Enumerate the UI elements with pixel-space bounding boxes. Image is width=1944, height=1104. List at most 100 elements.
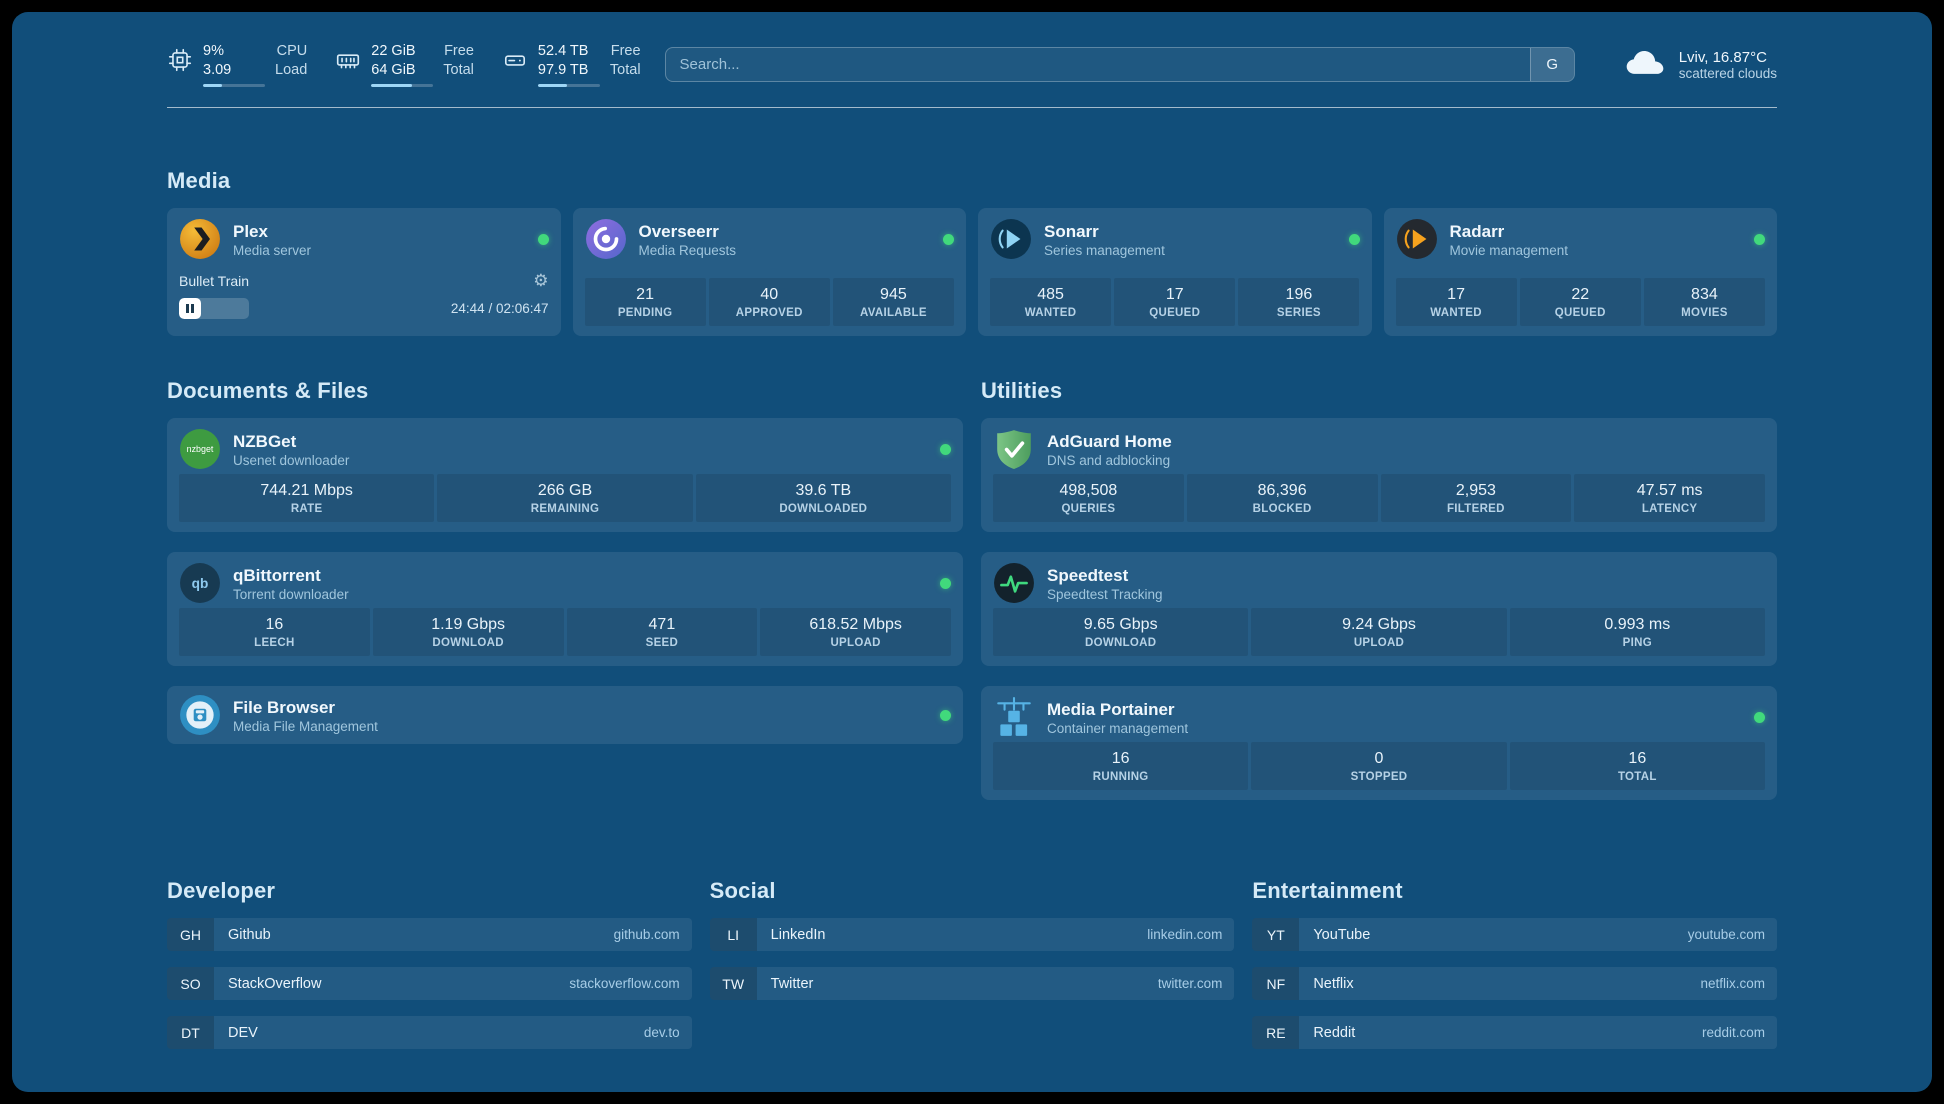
stat-label: RATE [290,503,323,516]
stat-tile: 22 QUEUED [1519,278,1641,327]
bookmark-reddit[interactable]: RE Reddit reddit.com [1252,1016,1777,1050]
service-card-sonarr[interactable]: Sonarr Series management 485 WANTED 17 Q… [978,208,1372,337]
service-card-nzbget[interactable]: nzbget NZBGet Usenet downloader 74 [167,418,963,533]
section-documents: Documents & Files nzbget [167,378,963,745]
radarr-header: Radarr Movie management [1396,218,1765,260]
bookmark-netflix[interactable]: NF Netflix netflix.com [1252,967,1777,1001]
service-name: Sonarr [1044,221,1099,241]
plex-meta: Plex Media server [233,221,311,258]
service-card-qbittorrent[interactable]: qb qBittorrent Torrent downloader [167,552,963,667]
status-dot [940,709,951,721]
service-desc: Media server [233,242,312,258]
stat-tile: 266 GB REMAINING [437,474,693,523]
stat-value: 39.6 TB [795,482,852,500]
stat-tile: 47.57 ms LATENCY [1574,474,1765,523]
stat-value: 17 [1165,286,1184,304]
gear-icon[interactable]: ⚙ [533,271,549,291]
stat-value: 9.65 Gbps [1083,616,1158,634]
search-provider-button[interactable]: G [1529,48,1574,82]
service-desc: Container management [1047,720,1189,736]
bookmark-github[interactable]: GH Github github.com [167,918,692,952]
plex-now-playing: Bullet Train ⚙ [179,272,549,289]
bookmark-domain: github.com [613,927,680,943]
stat-tile: 744.21 Mbps RATE [179,474,435,523]
service-name: Speedtest [1047,565,1129,585]
stat-label: RUNNING [1092,771,1149,784]
stat-label: FILTERED [1446,503,1505,516]
stat-label: TOTAL [1617,771,1657,784]
stat-label: LATENCY [1641,503,1698,516]
service-card-plex[interactable]: Plex Media server Bullet Train ⚙ [167,208,561,337]
service-card-portainer[interactable]: Media Portainer Container management 16 … [981,686,1777,801]
speedtest-stats: 9.65 Gbps DOWNLOAD 9.24 Gbps UPLOAD 0.99… [993,608,1765,657]
stat-label: MOVIES [1681,307,1728,320]
bookmark-name: LinkedIn [770,926,826,943]
radarr-meta: Radarr Movie management [1450,221,1569,258]
overseerr-meta: Overseerr Media Requests [639,221,737,258]
stat-value: 471 [648,616,676,634]
stat-tile: 17 WANTED [1395,278,1517,327]
service-card-filebrowser[interactable]: File Browser Media File Management [167,686,963,745]
stat-tile: 16 RUNNING [993,742,1249,791]
adguard-meta: AdGuard Home DNS and adblocking [1047,431,1172,468]
radarr-icon [1396,218,1438,260]
service-name: Radarr [1449,221,1505,241]
bookmark-abbr: RE [1252,1016,1300,1050]
bookmark-youtube[interactable]: YT YouTube youtube.com [1252,918,1777,952]
search-input[interactable] [665,48,1530,82]
memory-labels: Free Total [443,42,474,80]
section-title-media: Media [167,168,231,194]
status-dot [940,443,951,455]
cpu-values: 9% 3.09 [203,42,265,88]
stat-value: 945 [880,286,907,304]
bookmark-domain: youtube.com [1687,927,1765,943]
service-desc: Media Requests [638,242,737,258]
bookmark-domain: reddit.com [1701,1025,1765,1041]
stat-value: 86,396 [1257,482,1307,500]
stat-tile: 39.6 TB DOWNLOADED [695,474,951,523]
weather-widget[interactable]: Lviv, 16.87°C scattered clouds [1623,47,1777,82]
overseerr-header: Overseerr Media Requests [585,218,954,260]
sonarr-header: Sonarr Series management [990,218,1360,260]
stat-value: 0.993 ms [1604,616,1671,634]
speedtest-meta: Speedtest Speedtest Tracking [1047,565,1163,602]
bookmark-abbr: TW [709,967,757,1001]
plex-progress-bar[interactable] [179,298,249,320]
speedtest-header: Speedtest Speedtest Tracking [993,562,1765,604]
bookmark-twitter[interactable]: TW Twitter twitter.com [709,967,1235,1001]
bookmark-stackoverflow[interactable]: SO StackOverflow stackoverflow.com [167,967,692,1001]
stat-value: 21 [636,286,654,304]
qbittorrent-header: qb qBittorrent Torrent downloader [179,562,951,604]
service-desc: Media File Management [233,718,378,734]
disk-usage-bar [537,84,600,88]
entertainment-bookmarks: YT YouTube youtube.com NF Netflix netfli… [1252,918,1777,1050]
bookmark-group-title-social: Social [709,878,776,904]
stat-label: PING [1622,637,1652,650]
stat-value: 1.19 Gbps [431,616,506,634]
service-card-overseerr[interactable]: Overseerr Media Requests 21 PENDING 40 A… [572,208,966,337]
cpu-usage-bar [203,84,265,88]
portainer-icon [993,696,1035,738]
stat-value: 16 [265,616,284,634]
stat-value: 0 [1374,750,1384,768]
pause-icon[interactable] [186,304,194,314]
stat-label: WANTED [1430,307,1482,320]
stat-value: 40 [760,286,779,304]
developer-bookmarks: GH Github github.com SO StackOverflow st… [167,918,692,1050]
topbar-divider [167,107,1777,109]
bookmark-name: Twitter [770,975,814,992]
cpu-widget: 9% 3.09 CPU Load [167,42,307,88]
service-desc: Movie management [1449,242,1569,258]
stat-tile: 196 SERIES [1238,278,1360,327]
main-content: Media [12,168,1932,1050]
memory-free-value: 22 GiB [371,43,416,59]
bookmark-linkedin[interactable]: LI LinkedIn linkedin.com [709,918,1235,952]
service-name: qBittorrent [233,565,321,585]
bookmark-dev[interactable]: DT DEV dev.to [167,1016,692,1050]
stat-label: WANTED [1024,307,1077,320]
bookmark-group-entertainment: Entertainment YT YouTube youtube.com NF … [1252,878,1777,1050]
service-card-radarr[interactable]: Radarr Movie management 17 WANTED 22 QUE… [1383,208,1777,337]
bookmark-abbr: GH [167,918,214,952]
service-card-adguard[interactable]: AdGuard Home DNS and adblocking 498,508 … [981,418,1777,533]
service-card-speedtest[interactable]: Speedtest Speedtest Tracking 9.65 Gbps D… [981,552,1777,667]
